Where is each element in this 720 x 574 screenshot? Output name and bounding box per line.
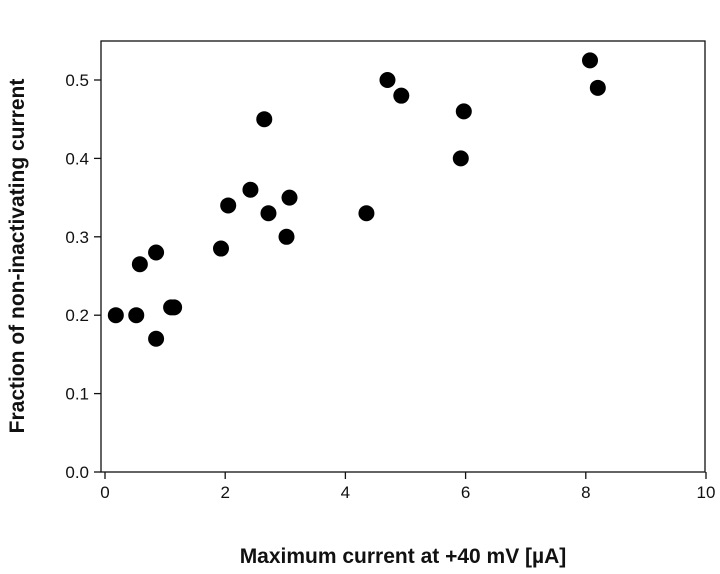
data-point xyxy=(582,52,599,69)
y-tick-label: 0.4 xyxy=(65,149,89,168)
y-tick-label: 0.1 xyxy=(65,385,89,404)
x-tick-label: 2 xyxy=(220,483,229,502)
data-point xyxy=(107,307,124,324)
data-points xyxy=(107,52,606,347)
data-point xyxy=(148,244,165,261)
x-axis-title: Maximum current at +40 mV [µA] xyxy=(240,545,567,568)
data-point xyxy=(220,197,237,214)
data-point xyxy=(455,103,472,120)
y-axis-title: Fraction of non-inactivating current xyxy=(6,79,29,434)
data-point xyxy=(358,205,375,222)
y-tick-label: 0.2 xyxy=(65,306,89,325)
data-point xyxy=(393,87,410,104)
x-tick-label: 6 xyxy=(461,483,470,502)
data-point xyxy=(212,240,229,257)
x-tick-label: 4 xyxy=(341,483,350,502)
data-point xyxy=(260,205,277,222)
data-point xyxy=(589,79,606,96)
data-point xyxy=(166,299,183,316)
data-point xyxy=(281,189,298,206)
plot-frame xyxy=(100,40,706,473)
data-point xyxy=(256,111,273,128)
data-point xyxy=(452,150,469,167)
y-tick-label: 0.5 xyxy=(65,71,89,90)
data-point xyxy=(242,181,259,198)
y-tick-label: 0.0 xyxy=(65,463,89,482)
x-tick-label: 0 xyxy=(100,483,109,502)
data-point xyxy=(131,256,148,273)
y-axis: 0.0 0.1 0.2 0.3 0.4 0.5 xyxy=(65,71,101,482)
x-tick-label: 8 xyxy=(581,483,590,502)
data-point xyxy=(379,72,396,88)
data-point xyxy=(148,330,165,347)
data-point xyxy=(128,307,145,324)
data-point xyxy=(278,228,295,245)
x-tick-label: 10 xyxy=(697,483,716,502)
x-axis: 0 2 4 6 8 10 xyxy=(100,472,715,502)
y-tick-label: 0.3 xyxy=(65,228,89,247)
